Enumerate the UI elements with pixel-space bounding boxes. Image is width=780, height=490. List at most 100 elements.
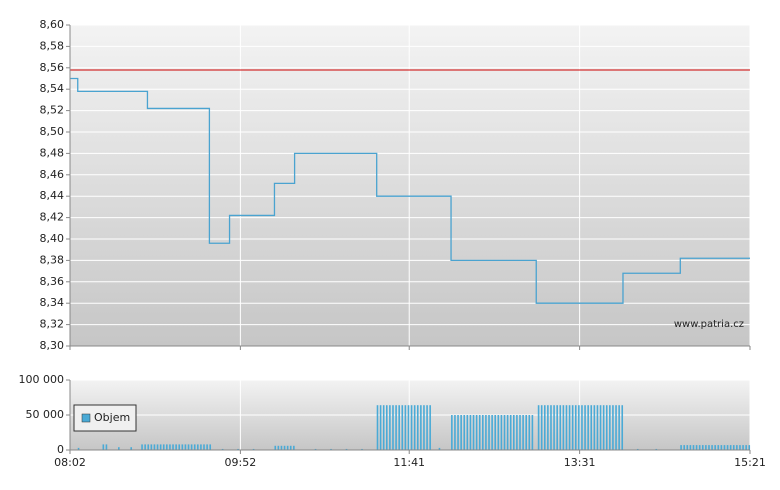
- volume-bar: [398, 405, 400, 450]
- volume-bar: [438, 447, 441, 450]
- volume-bar: [609, 405, 611, 450]
- volume-bar: [593, 405, 596, 450]
- volume-bar: [203, 444, 205, 450]
- volume-bar: [695, 445, 698, 450]
- volume-bar: [382, 405, 385, 450]
- volume-bar: [159, 444, 162, 450]
- volume-bar: [376, 405, 379, 450]
- volume-bar: [745, 445, 747, 450]
- volume-bar: [500, 415, 503, 450]
- x-tick-label: 08:02: [54, 456, 86, 469]
- volume-bar: [389, 405, 391, 450]
- y-tick-label: 8,34: [40, 296, 65, 309]
- volume-bar: [522, 415, 524, 450]
- volume-bar: [169, 444, 171, 450]
- volume-bar: [612, 405, 614, 450]
- volume-bar: [494, 415, 497, 450]
- volume-bar: [692, 445, 695, 450]
- volume-bar: [187, 444, 190, 450]
- y-tick-label: 8,42: [40, 211, 65, 224]
- volume-bar: [621, 405, 624, 450]
- volume-bar: [153, 444, 156, 450]
- volume-bar: [478, 415, 481, 450]
- x-tick-label: 13:31: [564, 456, 596, 469]
- volume-bar: [698, 445, 701, 450]
- price-line: [70, 77, 750, 304]
- volume-bar: [392, 405, 394, 450]
- volume-bar: [289, 445, 292, 450]
- volume-bar: [274, 445, 277, 450]
- volume-bar: [686, 445, 689, 450]
- volume-bar: [683, 445, 685, 450]
- volume-bar: [454, 415, 456, 450]
- legend: Objem: [73, 404, 137, 432]
- volume-bar: [497, 415, 500, 450]
- volume-bar: [596, 405, 599, 450]
- volume-bar: [636, 448, 639, 450]
- volume-bar: [655, 448, 658, 450]
- volume-bar: [293, 445, 295, 450]
- y-tick-label: 8,50: [40, 125, 65, 138]
- y-tick-label: 8,32: [40, 318, 65, 331]
- volume-bar: [540, 405, 543, 450]
- volume-bar: [587, 405, 589, 450]
- volume-bar: [485, 415, 487, 450]
- volume-bar: [615, 405, 617, 450]
- volume-bar: [156, 444, 159, 450]
- volume-bar: [178, 444, 181, 450]
- volume-bar: [556, 405, 558, 450]
- y-tick-label: 8,48: [40, 146, 65, 159]
- volume-bar: [118, 447, 120, 450]
- y-tick-label: 0: [57, 443, 64, 456]
- volume-bar: [105, 444, 108, 450]
- volume-bar: [407, 405, 410, 450]
- volume-bar: [748, 445, 751, 450]
- volume-bar: [429, 405, 431, 450]
- volume-bar: [689, 445, 692, 450]
- volume-bar: [618, 405, 620, 450]
- volume-bar: [141, 444, 143, 450]
- volume-bar: [574, 405, 577, 450]
- volume-bar: [466, 415, 469, 450]
- volume-bar: [528, 415, 531, 450]
- price-plot-area: [70, 25, 750, 346]
- volume-bar: [711, 445, 713, 450]
- volume-bar: [553, 405, 555, 450]
- volume-bar: [469, 415, 472, 450]
- volume-bar: [416, 405, 419, 450]
- volume-bar: [395, 405, 397, 450]
- volume-bar: [401, 405, 404, 450]
- volume-bar: [723, 445, 726, 450]
- volume-bar: [605, 405, 608, 450]
- volume-bar: [197, 444, 199, 450]
- volume-bar: [581, 405, 583, 450]
- volume-bar: [506, 415, 509, 450]
- volume-bar: [206, 444, 208, 450]
- volume-bar: [147, 444, 150, 450]
- volume-bar: [732, 445, 735, 450]
- volume-bar: [457, 415, 459, 450]
- y-tick-label: 100 000: [19, 373, 65, 386]
- y-tick-label: 8,40: [40, 232, 65, 245]
- volume-bar: [482, 415, 484, 450]
- volume-bar: [277, 445, 280, 450]
- volume-bar: [221, 448, 224, 450]
- volume-bar: [602, 405, 605, 450]
- legend-label: Objem: [94, 411, 130, 424]
- volume-bar: [565, 405, 568, 450]
- volume-bar: [531, 415, 534, 450]
- volume-bar: [590, 405, 593, 450]
- volume-bar: [475, 415, 478, 450]
- volume-bar: [717, 445, 720, 450]
- volume-bar: [720, 445, 723, 450]
- volume-bar: [423, 405, 425, 450]
- volume-bar: [488, 415, 490, 450]
- volume-bar: [410, 405, 413, 450]
- volume-bar: [237, 448, 239, 450]
- y-tick-label: 8,30: [40, 339, 65, 352]
- x-tick-label: 15:21: [734, 456, 766, 469]
- volume-bar: [543, 405, 546, 450]
- volume-bar: [144, 444, 146, 450]
- volume-bar: [519, 415, 521, 450]
- volume-bar: [729, 445, 732, 450]
